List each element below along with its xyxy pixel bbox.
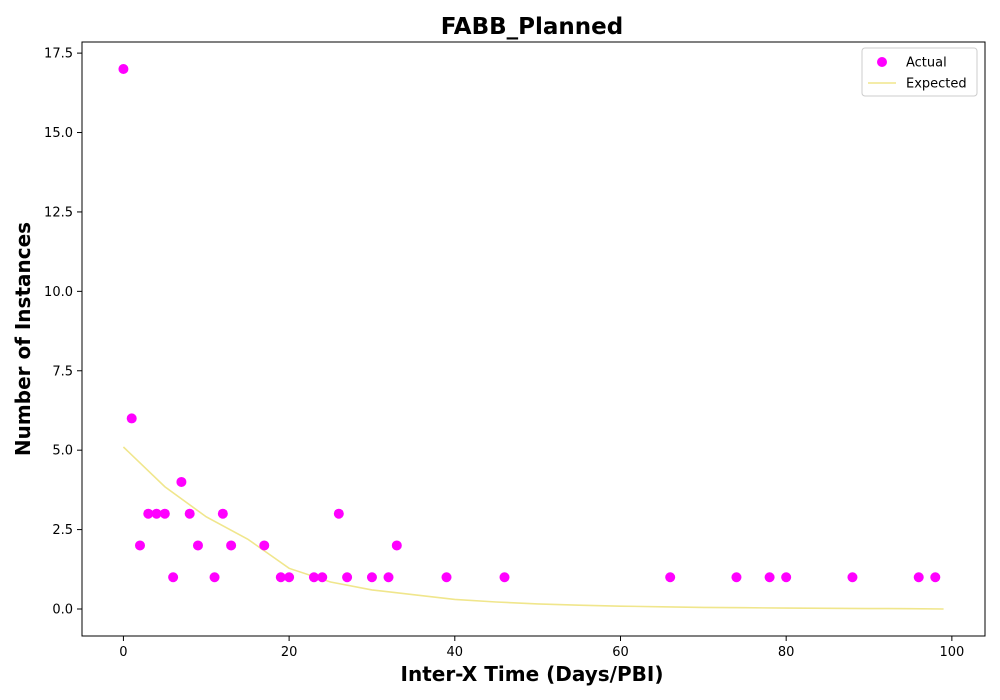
actual-point — [781, 572, 792, 583]
y-axis: 0.0 2.5 5.0 7.5 10.0 12.5 15.0 17.5 — [44, 47, 82, 618]
actual-point — [275, 572, 286, 583]
actual-point — [184, 508, 195, 519]
x-tick-label: 0 — [119, 645, 127, 660]
actual-point — [151, 508, 162, 519]
legend-actual-marker — [877, 57, 887, 67]
chart-title: FABB_Planned — [441, 14, 624, 40]
legend-actual-label: Actual — [906, 56, 947, 71]
y-tick-label: 2.5 — [52, 523, 73, 538]
legend-box — [861, 47, 978, 97]
x-tick-label: 100 — [939, 645, 964, 660]
x-tick-label: 80 — [778, 645, 795, 660]
actual-point — [118, 64, 129, 74]
legend: Actual Expected — [861, 47, 978, 97]
actual-point — [383, 572, 394, 583]
y-tick-label: 15.0 — [44, 126, 73, 141]
actual-point — [847, 572, 858, 583]
actual-point — [317, 572, 328, 583]
actual-point — [391, 540, 402, 551]
actual-point — [192, 540, 203, 551]
x-tick-label: 60 — [612, 645, 629, 660]
y-tick-label: 17.5 — [44, 47, 73, 62]
x-axis: 0 20 40 60 80 100 — [119, 636, 964, 660]
plot-frame — [81, 41, 986, 637]
actual-point — [913, 572, 924, 583]
legend-expected-label: Expected — [906, 77, 967, 92]
actual-point — [333, 508, 344, 519]
y-axis-title: Number of Instances — [11, 222, 35, 456]
y-tick-label: 10.0 — [44, 285, 73, 300]
x-tick-label: 20 — [281, 645, 298, 660]
actual-point — [366, 572, 377, 583]
actual-point — [284, 572, 295, 583]
actual-point — [731, 572, 742, 583]
actual-point — [665, 572, 676, 583]
actual-point — [209, 572, 220, 583]
expected-line — [122, 446, 944, 610]
actual-point — [930, 572, 941, 583]
actual-point — [226, 540, 237, 551]
actual-point — [441, 572, 452, 583]
actual-point — [308, 572, 319, 583]
y-tick-label: 12.5 — [44, 205, 73, 220]
actual-point — [499, 572, 510, 583]
x-axis-title: Inter-X Time (Days/PBI) — [401, 662, 664, 686]
actual-point — [342, 572, 353, 583]
actual-point — [176, 476, 187, 487]
actual-point — [764, 572, 775, 583]
y-tick-label: 0.0 — [52, 603, 73, 618]
plot-area — [81, 41, 986, 637]
actual-point — [159, 508, 170, 519]
actual-point — [126, 413, 137, 424]
actual-point — [217, 508, 228, 519]
actual-point — [168, 572, 179, 583]
actual-point — [259, 540, 270, 551]
actual-point — [134, 540, 145, 551]
x-tick-label: 40 — [447, 645, 464, 660]
actual-point — [143, 508, 154, 519]
y-tick-label: 5.0 — [52, 444, 73, 459]
y-tick-label: 7.5 — [52, 364, 73, 379]
